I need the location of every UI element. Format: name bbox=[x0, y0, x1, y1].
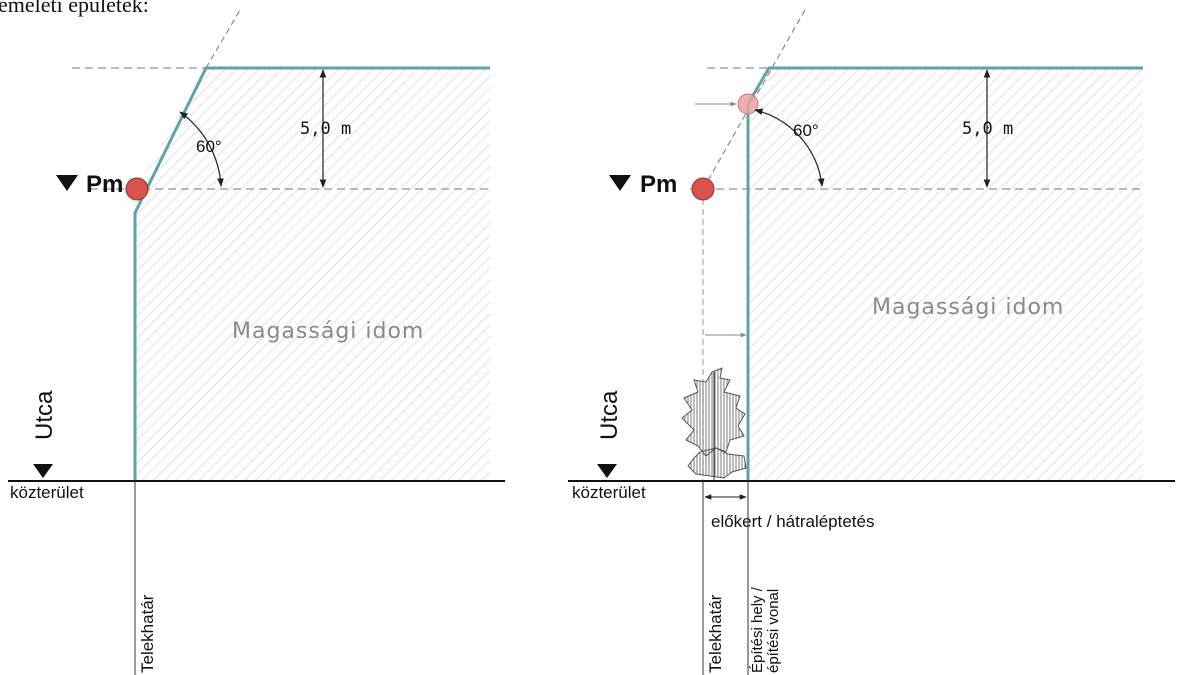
tree-icon bbox=[681, 367, 747, 481]
left-ground-triangle-icon bbox=[33, 464, 53, 478]
right-setback-label: előkert / hátraléptetés bbox=[711, 512, 874, 531]
left-street-label: Utca bbox=[31, 390, 58, 440]
left-public-label: közterület bbox=[10, 483, 84, 502]
right-pm-triangle-icon bbox=[609, 175, 631, 191]
left-envelope-boundary bbox=[133, 66, 490, 481]
right-height-volume bbox=[748, 68, 1143, 481]
right-angle-arc bbox=[754, 108, 825, 187]
right-pm-point bbox=[691, 177, 715, 201]
right-volume-label: Magassági idom bbox=[872, 295, 1064, 320]
header-fragment: emeleti épületek: bbox=[0, 0, 149, 17]
left-pm-label: Pm bbox=[86, 171, 123, 198]
right-public-label: közterület bbox=[572, 483, 646, 502]
right-ground-triangle-icon bbox=[597, 464, 617, 478]
left-pm-point bbox=[125, 177, 149, 201]
right-plot-boundary-label: Telekhatár bbox=[706, 594, 725, 673]
right-pm-label: Pm bbox=[640, 171, 677, 198]
left-plot-boundary-label: Telekhatár bbox=[138, 594, 157, 673]
left-diagram: Pm 60° 5,0 m Magassági idom Utca közterü… bbox=[8, 9, 505, 675]
left-pm-triangle-icon bbox=[56, 175, 78, 191]
right-angle-label: 60° bbox=[793, 121, 819, 140]
left-volume-label: Magassági idom bbox=[232, 319, 424, 344]
right-street-label: Utca bbox=[596, 390, 623, 440]
left-slope-extension bbox=[205, 9, 241, 69]
right-height-label: 5,0 m bbox=[962, 119, 1013, 139]
right-envelope-boundary bbox=[746, 66, 1143, 481]
right-building-line-label-2: építési vonal bbox=[765, 589, 782, 673]
right-intersection-point bbox=[737, 93, 759, 115]
right-building-line-label-1: Építési hely / bbox=[749, 586, 766, 673]
left-height-label: 5,0 m bbox=[300, 119, 351, 139]
left-angle-label: 60° bbox=[196, 137, 222, 156]
left-angle-arc bbox=[179, 111, 224, 187]
right-diagram: Pm 60° 5,0 m Magassági idom Utca közterü… bbox=[568, 9, 1175, 675]
